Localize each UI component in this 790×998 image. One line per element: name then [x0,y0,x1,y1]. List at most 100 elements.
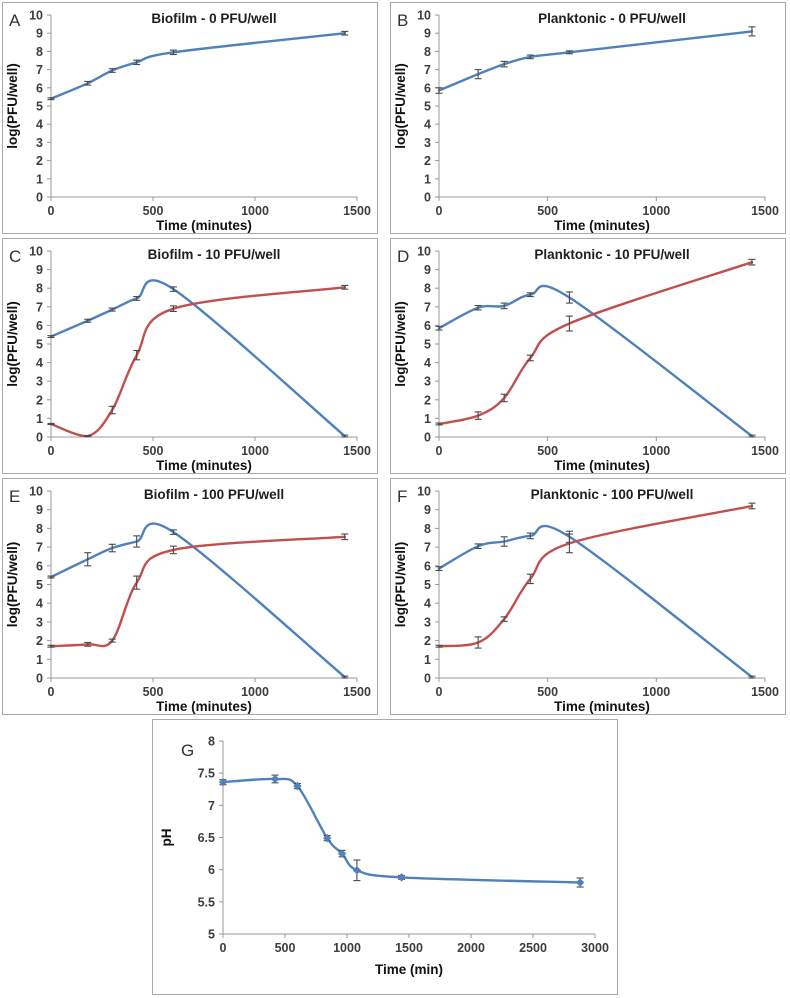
chart-e: 0 1 2 3 4 5 6 7 8 9 10 0 500 1000 1500 Time (minutes) lo… [5,485,371,715]
svg-text:9: 9 [424,503,431,517]
svg-text:8: 8 [36,282,43,296]
svg-text:1500: 1500 [343,685,371,699]
svg-text:7: 7 [208,799,215,813]
svg-text:0: 0 [36,431,43,445]
svg-text:9: 9 [36,27,43,41]
svg-text:0: 0 [48,444,55,458]
svg-text:5.5: 5.5 [198,895,215,909]
svg-text:A: A [9,11,21,30]
svg-text:Time (minutes): Time (minutes) [156,458,252,473]
svg-text:1500: 1500 [751,444,779,458]
svg-text:9: 9 [424,263,431,277]
svg-text:Time (minutes): Time (minutes) [156,699,252,714]
svg-text:2000: 2000 [457,941,485,955]
svg-text:0: 0 [424,191,431,205]
svg-text:8: 8 [424,282,431,296]
svg-text:6: 6 [36,559,43,573]
svg-text:9: 9 [36,263,43,277]
svg-text:10: 10 [417,485,431,499]
svg-text:0: 0 [436,444,443,458]
svg-text:1000: 1000 [241,685,269,699]
svg-text:2: 2 [36,393,43,407]
svg-text:10: 10 [29,9,43,23]
panel-e-biofilm-100-pfu: 0 1 2 3 4 5 6 7 8 9 10 0 500 1000 1500 Time (minutes) lo… [2,478,378,715]
svg-text:0: 0 [436,204,443,218]
panel-a-biofilm-0-pfu: 0 1 2 3 4 5 6 7 8 9 10 0 500 1000 1500 Time (minutes) lo… [2,2,378,234]
svg-text:0: 0 [424,431,431,445]
svg-text:Time (minutes): Time (minutes) [554,458,650,473]
svg-text:Biofilm - 0 PFU/well: Biofilm - 0 PFU/well [151,11,276,26]
svg-text:log(PFU/well): log(PFU/well) [5,301,20,387]
svg-text:5: 5 [424,100,431,114]
svg-text:7: 7 [424,541,431,555]
svg-text:log(PFU/well): log(PFU/well) [393,63,408,149]
svg-text:3: 3 [424,615,431,629]
svg-text:Time (minutes): Time (minutes) [554,699,650,714]
svg-text:Biofilm - 100 PFU/well: Biofilm - 100 PFU/well [144,487,284,502]
svg-text:1500: 1500 [751,685,779,699]
svg-text:6: 6 [424,81,431,95]
svg-text:2: 2 [424,634,431,648]
svg-text:1000: 1000 [642,685,670,699]
svg-text:1: 1 [36,412,43,426]
chart-f: 0 1 2 3 4 5 6 7 8 9 10 0 500 1000 1500 Time (minutes) lo… [393,485,779,715]
svg-text:0: 0 [436,685,443,699]
svg-text:3: 3 [36,375,43,389]
svg-text:5: 5 [36,100,43,114]
svg-text:8: 8 [424,522,431,536]
svg-text:6: 6 [424,319,431,333]
svg-text:2: 2 [424,154,431,168]
svg-text:Planktonic - 10 PFU/well: Planktonic - 10 PFU/well [534,247,689,262]
svg-text:1: 1 [36,172,43,186]
svg-text:2: 2 [424,393,431,407]
svg-text:1500: 1500 [395,941,423,955]
svg-text:Time (min): Time (min) [375,962,443,977]
svg-text:6.5: 6.5 [198,831,215,845]
svg-text:3: 3 [424,375,431,389]
svg-text:Time (minutes): Time (minutes) [156,218,252,233]
svg-text:5: 5 [36,578,43,592]
panel-d-planktonic-10-pfu: 0 1 2 3 4 5 6 7 8 9 10 0 500 1000 1500 Time (minutes) lo… [390,238,786,474]
svg-text:0: 0 [424,672,431,686]
svg-text:3: 3 [424,136,431,150]
svg-text:6: 6 [208,863,215,877]
svg-text:4: 4 [424,356,431,370]
svg-text:3: 3 [36,615,43,629]
svg-text:5: 5 [424,338,431,352]
svg-text:4: 4 [36,118,43,132]
svg-text:9: 9 [36,503,43,517]
svg-text:1000: 1000 [333,941,361,955]
svg-text:10: 10 [417,9,431,23]
svg-text:1: 1 [424,653,431,667]
svg-text:4: 4 [424,118,431,132]
svg-text:500: 500 [275,941,296,955]
svg-text:log(PFU/well): log(PFU/well) [5,63,20,149]
svg-text:7: 7 [424,300,431,314]
svg-text:0: 0 [48,204,55,218]
svg-text:500: 500 [537,444,558,458]
svg-text:F: F [397,487,407,506]
svg-text:log(PFU/well): log(PFU/well) [393,542,408,628]
svg-text:1: 1 [424,172,431,186]
svg-text:8: 8 [36,522,43,536]
svg-text:8: 8 [36,45,43,59]
svg-text:3000: 3000 [581,941,609,955]
svg-text:5: 5 [36,338,43,352]
panel-c-biofilm-10-pfu: 0 1 2 3 4 5 6 7 8 9 10 0 500 1000 1500 Time (minutes) lo… [2,238,378,474]
chart-d: 0 1 2 3 4 5 6 7 8 9 10 0 500 1000 1500 Time (minutes) lo… [393,245,779,474]
svg-text:1: 1 [424,412,431,426]
svg-text:10: 10 [29,245,43,259]
svg-text:1500: 1500 [343,444,371,458]
svg-text:4: 4 [36,597,43,611]
panel-b-planktonic-0-pfu: 0 1 2 3 4 5 6 7 8 9 10 0 500 1000 1500 Time (minutes) lo… [390,2,786,234]
svg-text:pH: pH [159,829,174,847]
svg-text:6: 6 [424,559,431,573]
svg-text:Planktonic - 0 PFU/well: Planktonic - 0 PFU/well [538,11,686,26]
svg-text:log(PFU/well): log(PFU/well) [393,301,408,387]
svg-text:1000: 1000 [642,204,670,218]
svg-text:4: 4 [424,597,431,611]
svg-text:log(PFU/well): log(PFU/well) [5,542,20,628]
svg-text:1500: 1500 [751,204,779,218]
svg-text:5: 5 [424,578,431,592]
